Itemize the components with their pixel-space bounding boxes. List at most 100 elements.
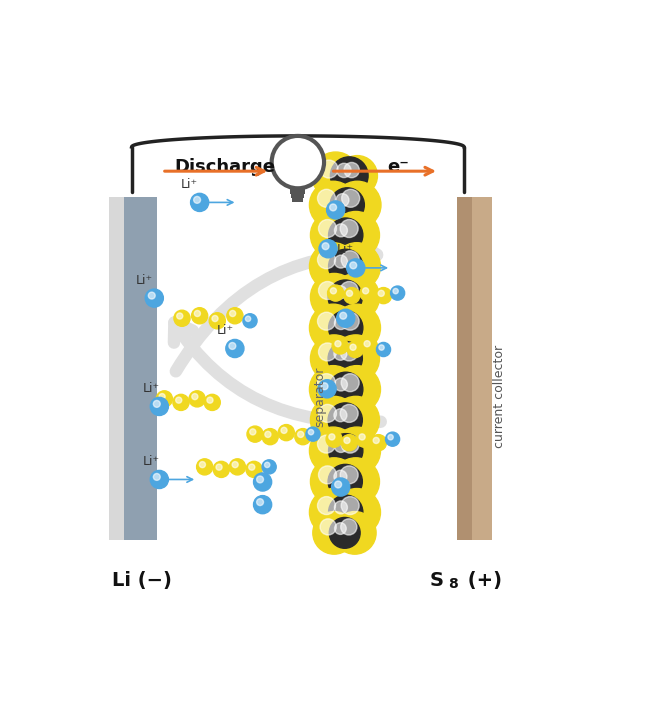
Circle shape xyxy=(335,523,346,534)
Circle shape xyxy=(204,394,220,410)
Circle shape xyxy=(379,345,384,350)
Circle shape xyxy=(333,512,376,554)
Circle shape xyxy=(335,341,341,347)
Circle shape xyxy=(341,434,358,451)
Circle shape xyxy=(356,431,372,447)
Circle shape xyxy=(298,431,304,437)
Circle shape xyxy=(215,318,223,326)
Circle shape xyxy=(319,240,337,258)
Circle shape xyxy=(338,344,346,352)
Circle shape xyxy=(194,196,201,203)
Circle shape xyxy=(209,312,226,329)
Circle shape xyxy=(226,339,244,357)
Circle shape xyxy=(326,444,350,468)
FancyBboxPatch shape xyxy=(109,197,131,540)
Circle shape xyxy=(333,181,381,228)
Circle shape xyxy=(227,307,243,324)
Circle shape xyxy=(153,400,161,407)
Circle shape xyxy=(317,312,335,330)
Circle shape xyxy=(321,383,328,390)
Circle shape xyxy=(219,467,227,475)
Circle shape xyxy=(341,435,359,453)
Circle shape xyxy=(328,464,362,499)
Circle shape xyxy=(311,212,358,259)
Text: Li⁺: Li⁺ xyxy=(337,244,354,257)
Circle shape xyxy=(309,304,357,352)
Circle shape xyxy=(200,462,205,468)
FancyBboxPatch shape xyxy=(291,189,306,194)
Circle shape xyxy=(344,288,360,304)
Circle shape xyxy=(317,251,335,269)
Circle shape xyxy=(332,335,380,382)
Circle shape xyxy=(159,394,165,399)
Circle shape xyxy=(247,426,263,442)
FancyBboxPatch shape xyxy=(315,197,323,540)
Circle shape xyxy=(340,466,358,484)
Circle shape xyxy=(326,431,342,447)
Text: Li (−): Li (−) xyxy=(112,571,172,589)
Circle shape xyxy=(391,286,405,300)
FancyBboxPatch shape xyxy=(292,199,304,202)
Circle shape xyxy=(150,397,168,415)
Circle shape xyxy=(145,289,163,307)
FancyBboxPatch shape xyxy=(472,197,492,540)
Circle shape xyxy=(281,427,287,434)
Circle shape xyxy=(329,311,363,345)
Text: current collector: current collector xyxy=(493,345,506,448)
Circle shape xyxy=(246,461,262,478)
Text: separator: separator xyxy=(313,366,326,426)
Circle shape xyxy=(333,243,380,290)
Circle shape xyxy=(320,519,336,535)
Circle shape xyxy=(330,204,337,211)
Circle shape xyxy=(295,428,311,444)
Circle shape xyxy=(350,505,373,529)
Circle shape xyxy=(332,212,380,259)
Circle shape xyxy=(207,397,213,403)
Circle shape xyxy=(195,397,203,405)
Circle shape xyxy=(249,464,255,471)
Circle shape xyxy=(376,342,391,357)
Circle shape xyxy=(332,273,380,320)
Circle shape xyxy=(232,346,241,355)
Circle shape xyxy=(346,290,352,297)
Circle shape xyxy=(348,352,372,375)
Circle shape xyxy=(334,224,348,237)
Circle shape xyxy=(278,425,294,441)
Circle shape xyxy=(148,292,155,299)
Circle shape xyxy=(257,476,263,483)
Circle shape xyxy=(361,338,378,354)
Circle shape xyxy=(235,465,243,473)
Circle shape xyxy=(347,341,363,357)
Circle shape xyxy=(332,397,380,444)
FancyBboxPatch shape xyxy=(124,197,157,540)
Circle shape xyxy=(341,230,358,247)
Circle shape xyxy=(317,373,335,392)
Circle shape xyxy=(340,529,356,544)
Circle shape xyxy=(326,505,350,529)
Circle shape xyxy=(363,288,369,294)
Circle shape xyxy=(341,261,358,278)
Circle shape xyxy=(254,473,272,491)
Circle shape xyxy=(262,460,276,474)
Circle shape xyxy=(189,391,205,407)
Circle shape xyxy=(340,281,358,299)
Circle shape xyxy=(324,386,333,395)
Circle shape xyxy=(326,201,344,219)
Circle shape xyxy=(213,461,229,478)
Circle shape xyxy=(341,446,358,463)
Circle shape xyxy=(332,436,340,445)
Circle shape xyxy=(350,260,373,283)
Circle shape xyxy=(333,304,380,352)
Circle shape xyxy=(248,319,255,326)
Circle shape xyxy=(284,430,292,438)
FancyArrowPatch shape xyxy=(174,323,381,422)
Circle shape xyxy=(179,400,187,408)
Circle shape xyxy=(179,316,188,324)
Circle shape xyxy=(350,198,374,222)
Circle shape xyxy=(334,501,348,514)
Text: e⁻: e⁻ xyxy=(387,158,410,176)
Circle shape xyxy=(329,218,363,252)
Circle shape xyxy=(232,462,238,468)
Circle shape xyxy=(318,466,337,484)
Circle shape xyxy=(327,413,351,436)
